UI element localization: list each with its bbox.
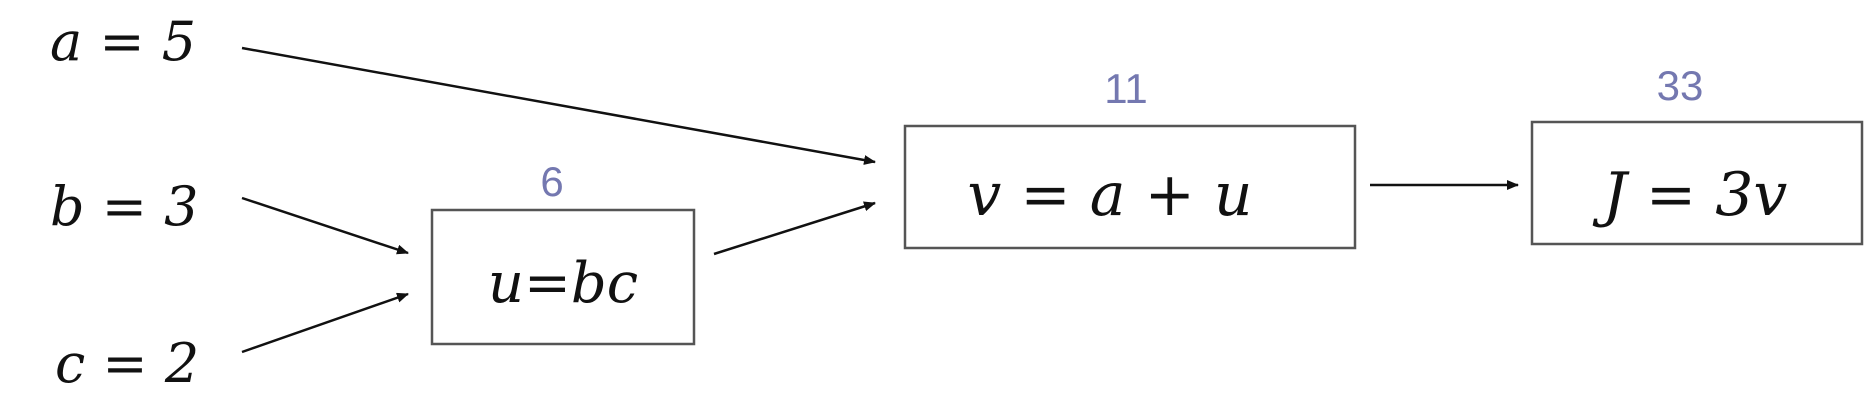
- node-v-box: [903, 124, 1357, 250]
- node-u-value: 6: [540, 158, 563, 205]
- node-v-value: 11: [1104, 65, 1148, 112]
- node-u-box: [430, 208, 696, 346]
- node-j-box: [1530, 120, 1864, 246]
- edge-b-to-u: [241, 196, 409, 255]
- node-v-expression: v = a + u: [967, 160, 1252, 230]
- node-u-expression: u=bc: [488, 251, 638, 316]
- edge-u-to-v: [713, 201, 876, 256]
- edge-a-to-v: [241, 46, 876, 165]
- edge-c-to-u: [241, 292, 409, 354]
- node-j-expression: J = 3v: [1592, 160, 1788, 230]
- input-b-label: b = 3: [50, 175, 199, 238]
- input-c-label: c = 2: [55, 332, 199, 395]
- node-j-value: 33: [1657, 62, 1704, 109]
- input-a-label: a = 5: [50, 10, 196, 73]
